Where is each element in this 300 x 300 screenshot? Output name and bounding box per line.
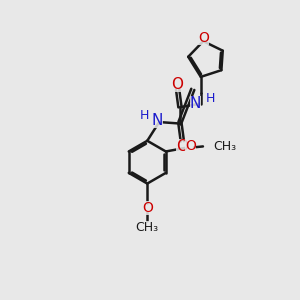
Text: O: O (198, 31, 209, 45)
Text: O: O (185, 140, 196, 153)
Text: CH₃: CH₃ (136, 221, 159, 234)
Text: O: O (142, 201, 153, 215)
Text: N: N (152, 113, 164, 128)
Text: O: O (176, 139, 188, 154)
Text: H: H (140, 109, 149, 122)
Text: N: N (190, 96, 201, 111)
Text: CH₃: CH₃ (213, 140, 236, 153)
Text: H: H (206, 92, 215, 105)
Text: O: O (172, 76, 184, 92)
